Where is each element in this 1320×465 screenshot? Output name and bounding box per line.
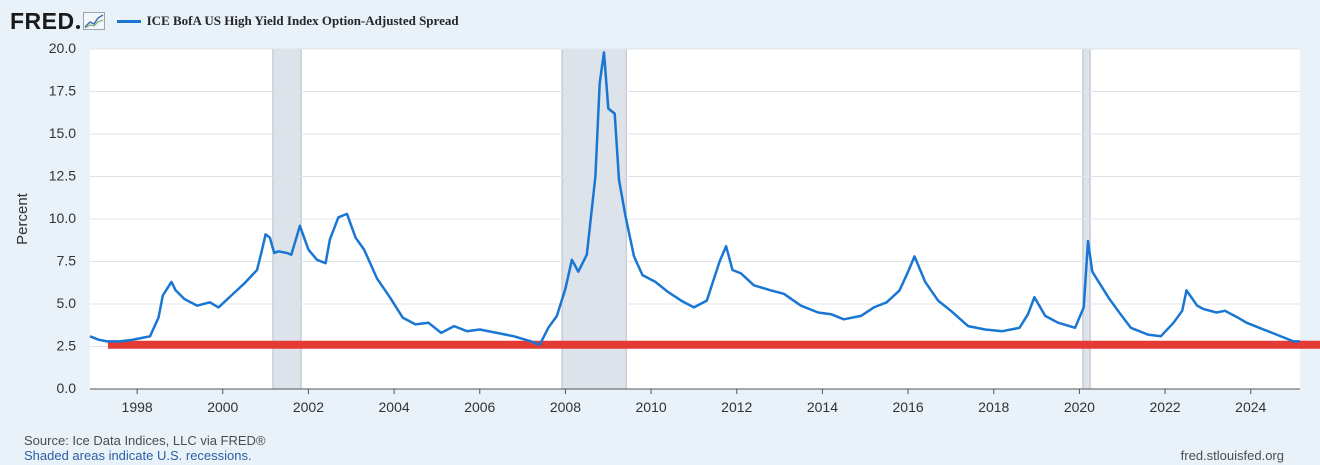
x-tick-label: 2016 [893,399,924,415]
x-tick-label: 2012 [721,399,752,415]
y-tick-label: 0.0 [57,380,77,396]
line-chart: 0.0 2.5 5.0 7.5 10.0 12.5 15.0 17.5 20.0 1998 2000… [14,40,1320,415]
recession-note: Shaded areas indicate U.S. recessions. [24,448,252,463]
y-tick-label: 20.0 [49,40,76,56]
x-tick-label: 2022 [1150,399,1181,415]
source-note: Source: Ice Data Indices, LLC via FRED® [24,433,266,448]
logo-dot [75,25,80,29]
x-tick-label: 2018 [978,399,1009,415]
x-tick-label: 2008 [550,399,581,415]
x-tick-label: 2000 [207,399,238,415]
x-tick-label: 2020 [1064,399,1095,415]
chart-header: FRED ICE BofA US High Yield Index Option… [10,6,459,36]
y-tick-label: 12.5 [49,168,76,184]
x-tick-label: 2004 [379,399,410,415]
y-tick-label: 15.0 [49,125,76,141]
y-tick-label: 17.5 [49,83,76,99]
legend: ICE BofA US High Yield Index Option-Adju… [116,13,459,29]
x-tick-label: 1998 [122,399,153,415]
x-tick-label: 2024 [1235,399,1266,415]
x-tick-label: 2006 [464,399,495,415]
y-tick-label: 10.0 [49,210,76,226]
legend-swatch [116,19,141,23]
x-tick-label: 2014 [807,399,838,415]
x-tick-label: 2002 [293,399,324,415]
y-axis-label: Percent [14,192,31,245]
fred-url[interactable]: fred.stlouisfed.org [1180,448,1284,463]
y-tick-label: 5.0 [57,295,77,311]
y-tick-label: 2.5 [57,338,77,354]
y-tick-label: 7.5 [57,253,77,269]
x-tick-label: 2010 [636,399,667,415]
legend-label: ICE BofA US High Yield Index Option-Adju… [146,13,459,28]
logo-text: FRED [10,7,75,34]
fred-logo[interactable]: FRED [10,8,105,35]
graph-icon [82,12,105,30]
series-line [89,51,1300,347]
